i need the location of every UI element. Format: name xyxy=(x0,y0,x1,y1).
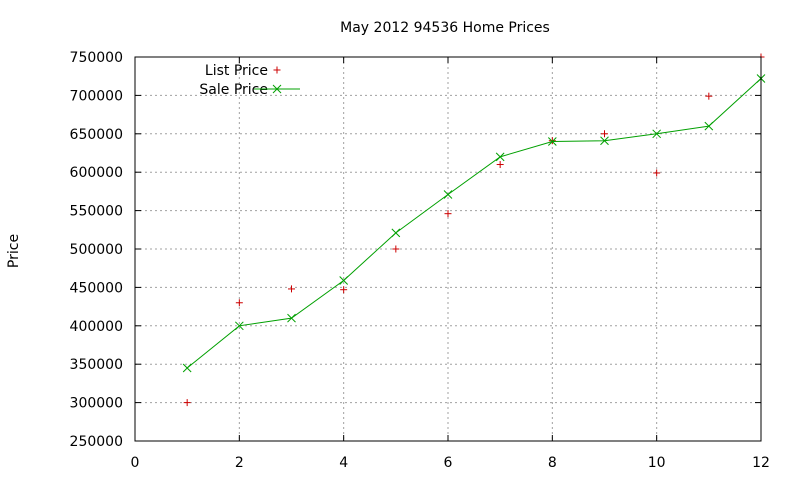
cross-marker-b xyxy=(495,152,505,162)
y-tick-label: 250000 xyxy=(70,434,123,450)
legend-marker xyxy=(273,66,281,74)
x-tick-label: 10 xyxy=(648,455,666,471)
plot-border xyxy=(134,56,762,442)
cross-marker-b xyxy=(234,321,244,331)
y-tick-label: 500000 xyxy=(70,242,123,258)
sale-price-point xyxy=(652,129,662,139)
list-price-point xyxy=(340,286,348,294)
legend: List Price Sale Price xyxy=(199,63,300,98)
cross-marker-b xyxy=(287,313,296,323)
list-price-point xyxy=(548,137,556,145)
list-price-point xyxy=(444,210,452,218)
sale-price-point xyxy=(182,363,192,373)
y-tick-label: 650000 xyxy=(70,127,123,143)
cross-marker-b xyxy=(652,129,662,139)
cross-marker-b xyxy=(391,228,401,238)
cross-marker-b xyxy=(443,190,453,199)
y-tick-label: 600000 xyxy=(70,165,123,181)
legend-label: List Price xyxy=(205,63,268,79)
sale-price-point xyxy=(339,276,349,285)
y-tick-label: 450000 xyxy=(70,280,123,296)
series-sale-price xyxy=(182,74,766,373)
list-price-point xyxy=(705,92,713,100)
sale-price-point xyxy=(547,137,557,146)
x-tick-label: 4 xyxy=(339,455,348,471)
sale-price-line xyxy=(186,78,762,369)
sale-price-point xyxy=(495,152,505,162)
list-price-point xyxy=(496,161,504,169)
series-list-price xyxy=(183,53,765,407)
sale-price-point xyxy=(234,321,244,331)
cross-marker-b xyxy=(547,137,557,146)
cross-marker-b xyxy=(600,136,609,146)
y-tick-label: 400000 xyxy=(70,319,123,335)
x-tick-label: 8 xyxy=(548,455,557,471)
cross-marker-b xyxy=(704,121,714,131)
y-axis-label: Price xyxy=(6,234,22,268)
sale-price-point xyxy=(443,190,453,199)
series-layer xyxy=(182,53,766,407)
x-tick-label: 0 xyxy=(131,455,140,471)
axis-ticks: 0 2 4 6 8 10 12 250000 300000 350000 400000 450000 5… xyxy=(70,50,770,471)
y-tick-label: 350000 xyxy=(70,357,123,373)
y-tick-label: 750000 xyxy=(70,50,123,66)
chart-title: May 2012 94536 Home Prices xyxy=(340,20,550,36)
list-price-point xyxy=(288,285,295,293)
legend-label: Sale Price xyxy=(199,82,268,98)
x-tick-label: 2 xyxy=(235,455,244,471)
y-tick-label: 700000 xyxy=(70,88,123,104)
cross-marker-b xyxy=(339,276,349,285)
list-price-point xyxy=(392,245,400,253)
list-price-point xyxy=(653,169,661,177)
list-price-point xyxy=(183,399,191,407)
legend-marker xyxy=(272,84,282,94)
cross-marker-b xyxy=(182,363,192,373)
sale-price-point xyxy=(287,313,296,323)
sale-price-point xyxy=(704,121,714,131)
x-tick-label: 12 xyxy=(752,455,770,471)
sale-price-point xyxy=(391,228,401,238)
grid xyxy=(135,57,761,441)
y-tick-label: 550000 xyxy=(70,204,123,220)
list-price-point xyxy=(601,130,608,138)
x-tick-label: 6 xyxy=(444,455,453,471)
cross-marker-b xyxy=(272,84,282,94)
list-price-point xyxy=(235,299,243,307)
y-tick-label: 300000 xyxy=(70,396,123,412)
sale-price-point xyxy=(600,136,609,146)
